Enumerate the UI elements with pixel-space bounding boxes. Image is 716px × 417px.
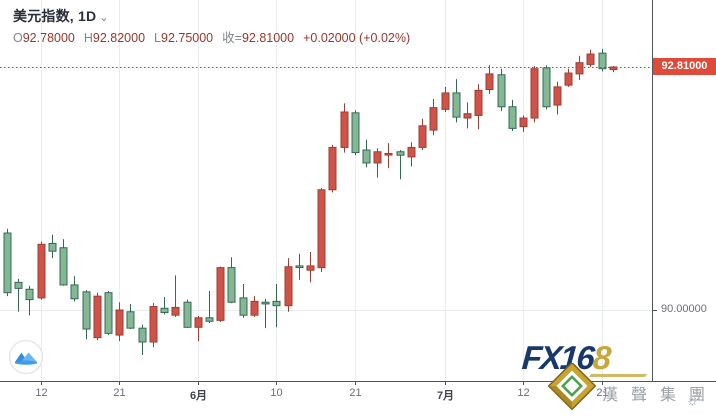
candle-body	[508, 106, 517, 129]
candle-body	[553, 86, 562, 106]
candle-body	[171, 306, 180, 316]
candle-body	[373, 151, 382, 164]
sun-icon: ☼	[686, 392, 699, 408]
candle-body	[463, 113, 472, 119]
candle-body	[609, 66, 618, 71]
high-value: 92.82000	[92, 31, 146, 45]
candle-body	[93, 295, 102, 339]
diamond-logo-icon	[547, 361, 597, 417]
candle-body	[586, 53, 595, 65]
symbol-title[interactable]: 美元指数, 1D	[13, 8, 97, 24]
candle-body	[3, 232, 12, 294]
candle-body	[362, 149, 371, 164]
time-axis-label: 21	[349, 387, 362, 399]
candle-body	[115, 309, 124, 336]
candle-body	[542, 67, 551, 108]
candle-body	[295, 265, 304, 268]
candle-body	[452, 92, 461, 118]
time-axis-label: 12	[35, 387, 48, 399]
candle-body	[351, 112, 360, 154]
candle-body	[384, 152, 393, 156]
candle-body	[530, 68, 539, 119]
candle-body	[14, 281, 23, 289]
candle-body	[519, 117, 528, 128]
candle-body	[396, 151, 405, 156]
candle-body	[272, 300, 281, 307]
chevron-down-icon[interactable]: ⌄	[99, 12, 109, 24]
candle-body	[564, 72, 573, 86]
candle-body	[227, 267, 236, 303]
time-axis-label: 7月	[436, 390, 455, 402]
candle-body	[205, 317, 214, 322]
time-axis-label: 21	[113, 387, 126, 399]
candle-body	[441, 92, 450, 110]
candle-body	[70, 284, 79, 300]
candle-body	[149, 306, 158, 343]
time-axis[interactable]: 12 21 6月 10 21 7月 12 21	[0, 382, 716, 412]
open-value: 92.78000	[22, 31, 75, 45]
candle-body	[261, 301, 270, 305]
chart-logo-button[interactable]	[8, 339, 44, 375]
open-label: O	[13, 31, 23, 45]
candle-body	[328, 146, 337, 191]
time-axis-label: 10	[270, 387, 283, 399]
candle-body	[497, 74, 506, 108]
candle-body	[284, 266, 293, 307]
candle-body	[160, 307, 169, 314]
candle-body	[575, 62, 584, 75]
symbol-title-row[interactable]: 美元指数, 1D ⌄	[13, 6, 109, 26]
candle-body	[138, 327, 147, 343]
current-price-tag: 92.81000	[653, 58, 716, 75]
hansheng-watermark: 漢聲集團	[602, 387, 716, 404]
low-value: 92.75000	[161, 31, 214, 45]
candle-body	[418, 125, 427, 148]
time-axis-label: 21	[596, 387, 609, 399]
close-label: 收=	[222, 31, 242, 45]
candle-body	[37, 243, 46, 299]
candle-body	[194, 317, 203, 328]
candle-body	[216, 267, 225, 321]
high-label: H	[83, 31, 93, 45]
candle-body	[59, 247, 68, 286]
ohlc-legend: O92.78000 H92.82000 L92.75000 收=92.81000 +0.…	[13, 27, 410, 46]
candle-body	[598, 52, 607, 70]
low-label: L	[154, 31, 161, 45]
candle-body	[340, 111, 349, 148]
candle-body	[82, 291, 91, 330]
time-axis-label: 12	[517, 387, 530, 399]
candle-body	[250, 300, 259, 316]
candle-body	[239, 297, 248, 316]
fx168-gold-flourish	[589, 374, 647, 377]
close-value: 92.81000	[241, 31, 295, 45]
candle-body	[25, 288, 34, 301]
candle-body	[317, 189, 326, 269]
candle-body	[126, 311, 135, 329]
time-axis-label: 6月	[189, 390, 208, 402]
price-gridline-label: 90.00000	[661, 303, 707, 315]
candle-body	[48, 242, 57, 252]
change-value: +0.02000 (+0.02%)	[303, 31, 411, 45]
candle-body	[183, 301, 192, 328]
candle-body	[407, 146, 416, 158]
candle-body	[429, 107, 438, 131]
mountain-chart-icon	[8, 339, 44, 375]
current-price-value: 92.81000	[661, 60, 708, 72]
candle-body	[474, 89, 483, 116]
candle-body	[485, 73, 494, 90]
candle-body	[306, 265, 315, 271]
candle-body	[104, 292, 113, 334]
